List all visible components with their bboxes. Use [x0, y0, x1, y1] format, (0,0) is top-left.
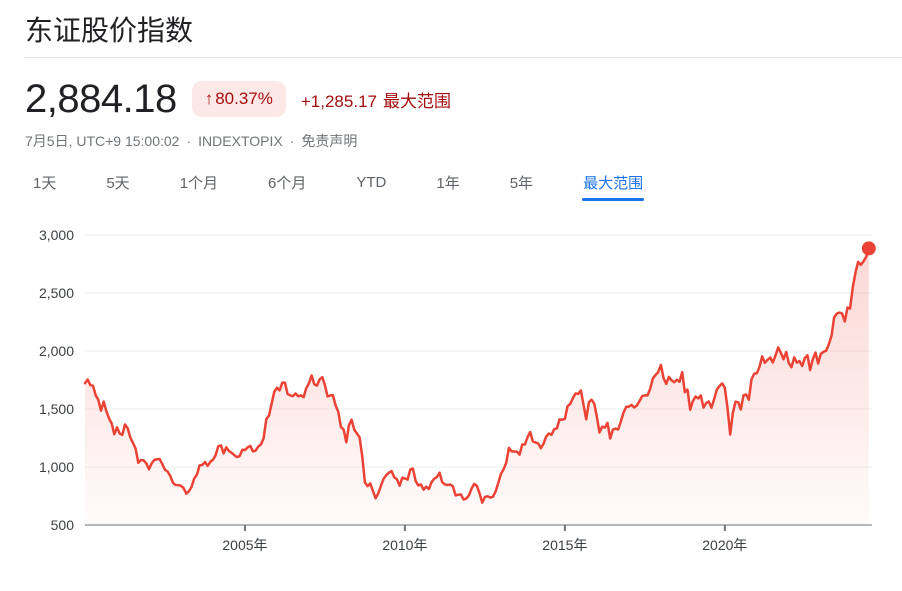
absolute-change-value: +1,285.17	[300, 91, 377, 111]
svg-text:2015年: 2015年	[542, 537, 587, 553]
quote-meta: 7月5日, UTC+9 15:00:02 · INDEXTOPIX · 免责声明	[25, 131, 902, 151]
svg-text:1,000: 1,000	[39, 459, 74, 475]
change-period-label: 最大范围	[382, 91, 451, 111]
current-price: 2,884.18	[25, 77, 177, 121]
tab-1m[interactable]: 1个月	[172, 165, 226, 205]
time-range-tabs: 1天 5天 1个月 6个月 YTD 1年 5年 最大范围	[25, 165, 902, 205]
tab-5y[interactable]: 5年	[502, 165, 541, 205]
tab-6m[interactable]: 6个月	[260, 165, 314, 205]
svg-text:2,000: 2,000	[39, 343, 74, 359]
last-price-dot	[861, 241, 876, 256]
header-divider	[24, 57, 902, 58]
svg-text:500: 500	[51, 517, 75, 533]
svg-text:2020年: 2020年	[702, 537, 747, 553]
separator-dot: ·	[289, 133, 295, 149]
svg-text:2,500: 2,500	[39, 285, 74, 301]
percent-change-badge: ↑ 80.37%	[191, 81, 286, 117]
finance-quote-page: 东证股价指数 2,884.18 ↑ 80.37% +1,285.17 最大范围 7…	[0, 13, 902, 558]
up-arrow-icon: ↑	[204, 89, 214, 108]
chart-area-fill	[85, 248, 869, 525]
tab-1y[interactable]: 1年	[428, 165, 467, 205]
separator-dot: ·	[186, 133, 192, 149]
svg-text:2005年: 2005年	[222, 537, 267, 553]
tab-ytd[interactable]: YTD	[348, 165, 394, 205]
page-title: 东证股价指数	[25, 15, 194, 46]
svg-text:1,500: 1,500	[39, 401, 74, 417]
tab-max[interactable]: 最大范围	[575, 165, 651, 205]
percent-change-value: 80.37%	[215, 89, 273, 108]
tab-1d[interactable]: 1天	[25, 165, 64, 205]
tab-5d[interactable]: 5天	[98, 165, 137, 205]
svg-text:3,000: 3,000	[39, 227, 74, 243]
price-chart[interactable]: 3,000 2,500 2,000 1,500 1,000 500 2005年 2010年 20…	[0, 213, 902, 558]
svg-text:2010年: 2010年	[382, 537, 427, 553]
quote-source: INDEXTOPIX	[198, 133, 283, 149]
absolute-change: +1,285.17 最大范围	[301, 87, 451, 112]
quote-timestamp: 7月5日, UTC+9 15:00:02	[25, 133, 180, 149]
price-chart-svg[interactable]: 3,000 2,500 2,000 1,500 1,000 500 2005年 2010年 20…	[0, 213, 902, 558]
chart-line	[83, 247, 871, 504]
disclaimer-link[interactable]: 免责声明	[301, 133, 358, 149]
quote-summary: 2,884.18 ↑ 80.37% +1,285.17 最大范围	[25, 76, 902, 122]
